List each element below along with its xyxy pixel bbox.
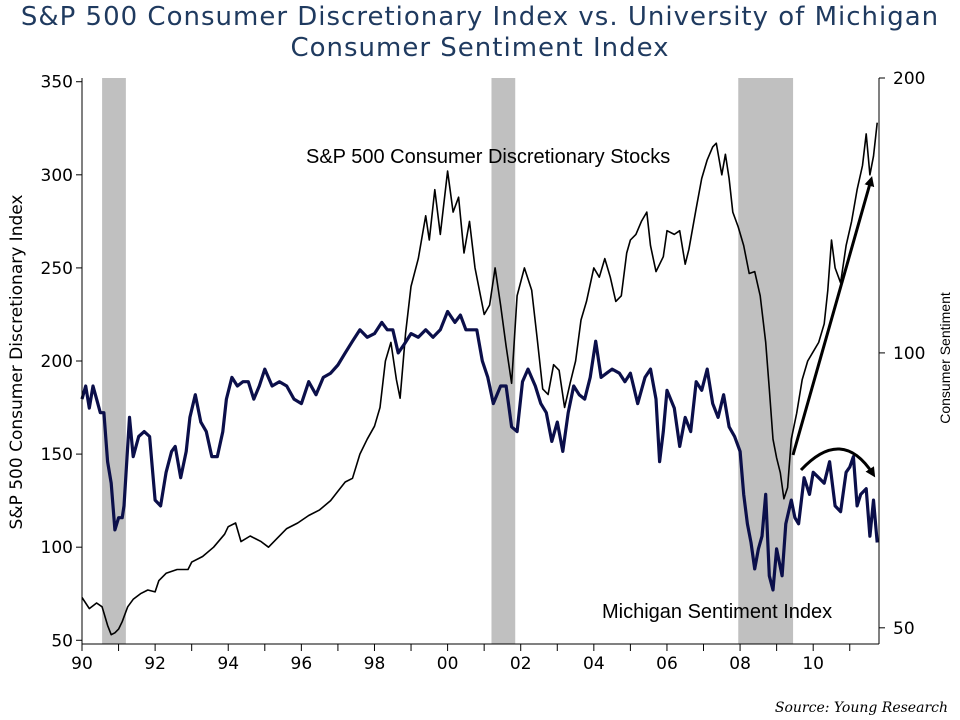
stocks-annotation: S&P 500 Consumer Discretionary Stocks <box>306 146 670 168</box>
y-left-tick-label: 350 <box>41 73 73 93</box>
sentiment-line <box>80 309 879 592</box>
x-tick-label: 00 <box>437 654 459 674</box>
x-tick-label: 06 <box>656 654 678 674</box>
y-right-tick-label: 50 <box>893 619 915 639</box>
y-right-tick-label: 100 <box>893 344 925 364</box>
recession-band-1 <box>491 78 516 644</box>
uptrend-arrow <box>791 176 875 456</box>
stocks-line <box>81 122 878 636</box>
sentiment-series-group <box>80 309 879 592</box>
chart-title: S&P 500 Consumer Discretionary Index vs.… <box>20 2 940 63</box>
x-tick-label: 10 <box>802 654 824 674</box>
sentiment-annotation: Michigan Sentiment Index <box>602 601 832 623</box>
y-axis-left-title: S&P 500 Consumer Discretionary Index <box>7 195 27 530</box>
source-note: Source: Young Research <box>774 700 948 716</box>
trend-arrows <box>791 176 876 478</box>
y-left-tick-label: 50 <box>51 631 73 651</box>
sentiment-arc-arrow <box>799 447 876 478</box>
y-axis-right-title: Consumer Sentiment <box>937 292 953 424</box>
x-tick-label: 96 <box>291 654 313 674</box>
y-left-tick-label: 100 <box>41 538 73 558</box>
axes: 90 92 94 96 98 00 02 04 06 08 10 50 100 150 200 250 300 3… <box>41 69 926 674</box>
y-left-tick-label: 150 <box>41 445 73 465</box>
x-tick-label: 04 <box>583 654 605 674</box>
x-tick-label: 92 <box>144 654 166 674</box>
x-tick-label: 08 <box>729 654 751 674</box>
y-left-tick-label: 200 <box>41 352 73 372</box>
stocks-series-group <box>81 122 878 636</box>
x-tick-label: 02 <box>510 654 532 674</box>
y-left-tick-label: 300 <box>41 166 73 186</box>
y-left-tick-label: 250 <box>41 259 73 279</box>
y-right-tick-label: 200 <box>893 69 925 89</box>
x-tick-label: 98 <box>364 654 386 674</box>
recession-band-0 <box>102 78 126 644</box>
x-tick-label: 90 <box>71 654 93 674</box>
x-tick-label: 94 <box>217 654 239 674</box>
